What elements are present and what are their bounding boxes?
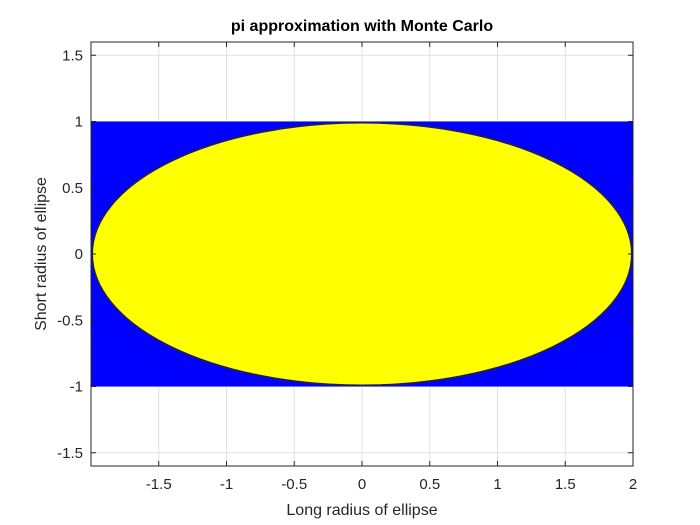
y-tick-label: 0 bbox=[75, 246, 83, 263]
y-tick-label: -1 bbox=[70, 379, 83, 396]
x-axis-label: Long radius of ellipse bbox=[286, 502, 437, 519]
x-tick-label: 2 bbox=[629, 476, 637, 493]
x-tick-label: -0.5 bbox=[281, 476, 307, 493]
x-tick-label: 1.5 bbox=[555, 476, 576, 493]
y-tick-label: 0.5 bbox=[62, 180, 83, 197]
x-tick-label: 0 bbox=[358, 476, 366, 493]
y-tick-label: -0.5 bbox=[57, 312, 83, 329]
x-tick-label: 1 bbox=[493, 476, 501, 493]
y-tick-label: 1 bbox=[75, 114, 83, 131]
x-tick-label: -1 bbox=[220, 476, 233, 493]
axes bbox=[90, 41, 634, 467]
y-tick-label: 1.5 bbox=[62, 47, 83, 64]
x-tick-label: -1.5 bbox=[146, 476, 172, 493]
chart-title: pi approximation with Monte Carlo bbox=[231, 18, 493, 35]
data-regions bbox=[91, 121, 633, 387]
chart-text: pi approximation with Monte Carlo Long r… bbox=[33, 18, 637, 519]
x-tick-label: 0.5 bbox=[419, 476, 440, 493]
y-tick-label: -1.5 bbox=[57, 445, 83, 462]
inside-points-core bbox=[94, 124, 630, 384]
y-axis-label: Short radius of ellipse bbox=[33, 177, 50, 331]
